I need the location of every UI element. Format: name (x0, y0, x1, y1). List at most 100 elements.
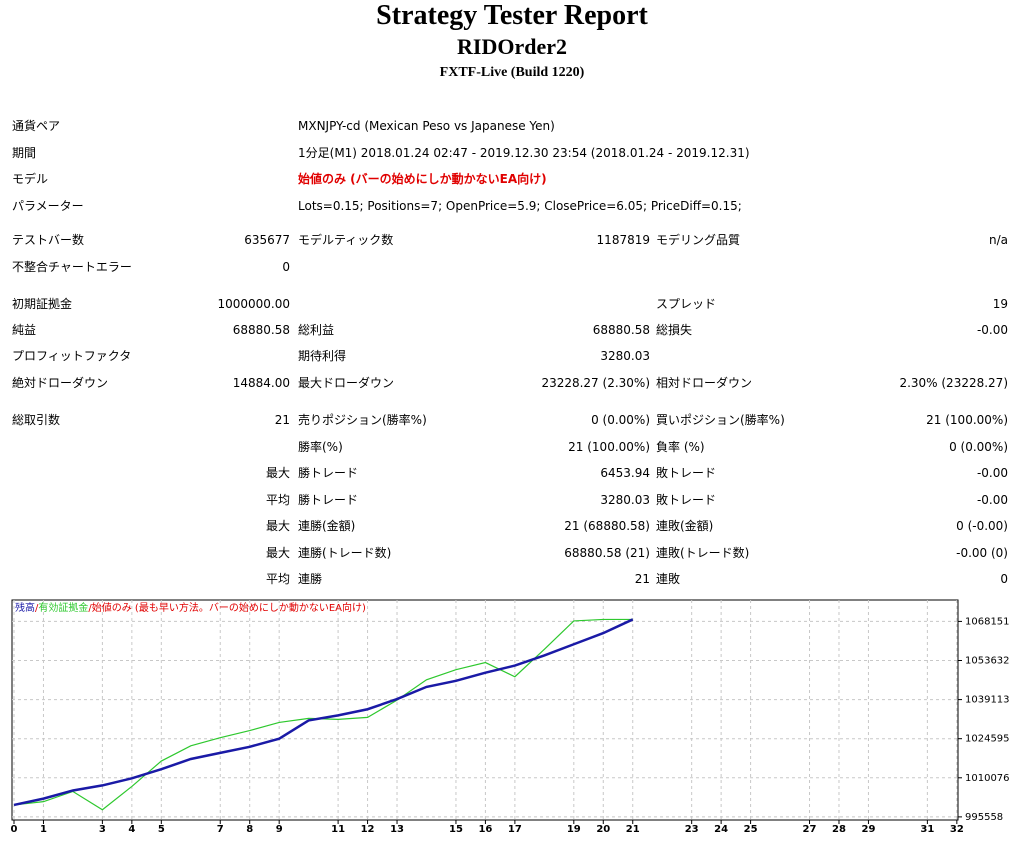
y-tick-label: 1024595 (965, 734, 1010, 745)
stat-value: 1187819 (596, 233, 650, 247)
stat-value: 21 (68880.58) (564, 519, 650, 533)
stat-value: 21 (274, 413, 290, 427)
x-tick-label: 11 (331, 824, 345, 835)
legend-item: / (88, 603, 92, 614)
x-tick-label: 7 (217, 824, 224, 835)
stat-label: 連敗 (656, 572, 681, 586)
stat-label: 期待利得 (298, 349, 347, 363)
stat-label: テストバー数 (12, 233, 85, 247)
stat-label: プロフィットファクタ (12, 349, 132, 363)
stat-value: -0.00 (976, 323, 1008, 337)
x-tick-label: 20 (596, 824, 610, 835)
x-tick-label: 19 (567, 824, 581, 835)
y-tick-label: 1010076 (965, 773, 1010, 784)
x-tick-label: 25 (744, 824, 758, 835)
stat-label: 不整合チャートエラー (12, 260, 132, 274)
x-tick-label: 1 (40, 824, 47, 835)
x-tick-label: 16 (478, 824, 492, 835)
stat-value: 6453.94 (600, 466, 650, 480)
y-tick-label: 995558 (965, 812, 1003, 823)
stat-value: 23228.27 (2.30%) (541, 376, 650, 390)
x-tick-label: 32 (950, 824, 964, 835)
stat-value: 68880.58 (21) (564, 546, 650, 560)
stat-value: 0 (-0.00) (956, 519, 1008, 533)
stat-value: 平均 (265, 493, 290, 507)
stat-label: 純益 (12, 323, 37, 337)
series-line (13, 618, 634, 807)
stat-label: 相対ドローダウン (656, 376, 753, 390)
stat-label: 総取引数 (12, 413, 61, 427)
x-tick-label: 21 (626, 824, 640, 835)
stat-value: 0 (1000, 572, 1008, 586)
x-tick-label: 13 (390, 824, 404, 835)
x-tick-label: 4 (128, 824, 135, 835)
stat-label: スプレッド (656, 297, 717, 311)
x-tick-label: 15 (449, 824, 463, 835)
stat-label: 連勝 (298, 572, 323, 586)
stat-label: 勝トレード (298, 493, 359, 507)
stat-label: 勝トレード (298, 466, 359, 480)
stat-value: -0.00 (0) (956, 546, 1008, 560)
report-server: FXTF-Live (Build 1220) (439, 65, 585, 80)
info-value: Lots=0.15; Positions=7; OpenPrice=5.9; C… (298, 199, 742, 213)
stat-value: 1000000.00 (217, 297, 290, 311)
stat-label: 負率 (%) (656, 440, 705, 454)
stat-label: 初期証拠金 (12, 297, 73, 311)
stat-value: 0 (282, 260, 290, 274)
stat-label: 総損失 (656, 323, 693, 337)
x-tick-label: 23 (685, 824, 699, 835)
stat-value: 21 (100.00%) (926, 413, 1008, 427)
x-tick-label: 8 (246, 824, 253, 835)
info-label: パラメーター (12, 199, 84, 213)
x-tick-label: 31 (920, 824, 934, 835)
stat-label: 敗トレード (656, 493, 717, 507)
x-tick-label: 27 (803, 824, 817, 835)
legend-item: 残高 (15, 601, 35, 614)
stat-value: 平均 (265, 572, 290, 586)
info-value: 1分足(M1) 2018.01.24 02:47 - 2019.12.30 23… (298, 146, 750, 160)
x-tick-label: 5 (158, 824, 165, 835)
stat-value: 最大 (265, 519, 290, 533)
stat-value: -0.00 (976, 466, 1008, 480)
stat-value: 21 (100.00%) (568, 440, 650, 454)
x-tick-label: 12 (361, 824, 375, 835)
legend-item: 有効証拠金 (38, 601, 88, 614)
stat-label: 絶対ドローダウン (12, 376, 109, 390)
info-value: 始値のみ (バーの始めにしか動かないEA向け) (298, 172, 547, 186)
stat-label: モデリング品質 (656, 233, 741, 247)
x-tick-label: 0 (11, 824, 18, 835)
stat-label: 勝率(%) (298, 440, 343, 454)
report-name: RIDOrder2 (457, 34, 567, 59)
stat-label: モデルティック数 (298, 233, 394, 247)
stat-value: n/a (988, 233, 1008, 247)
info-label: 期間 (12, 146, 37, 160)
stat-value: 0 (0.00%) (591, 413, 650, 427)
legend: 残高/有効証拠金/始値のみ (最も早い方法。バーの始めにしか動かないEA向け) (15, 601, 366, 614)
info-label: モデル (12, 172, 49, 186)
stat-value: 68880.58 (232, 323, 290, 337)
stat-value: 3280.03 (600, 493, 650, 507)
stat-value: 635677 (244, 233, 290, 247)
stat-label: 売りポジション(勝率%) (298, 413, 427, 427)
y-tick-label: 1068151 (965, 616, 1010, 627)
stat-value: 68880.58 (592, 323, 650, 337)
stat-value: 最大 (265, 466, 290, 480)
stat-value: 2.30% (23228.27) (899, 376, 1008, 390)
stat-value: 14884.00 (232, 376, 290, 390)
legend-item: 始値のみ (最も早い方法。バーの始めにしか動かないEA向け) (92, 601, 366, 614)
stat-value: 3280.03 (600, 349, 650, 363)
x-tick-label: 9 (276, 824, 283, 835)
stat-value: 0 (0.00%) (949, 440, 1008, 454)
stat-label: 連勝(金額) (298, 519, 356, 533)
stat-label: 総利益 (298, 323, 335, 337)
y-tick-label: 1039113 (965, 695, 1010, 706)
stat-label: 連敗(トレード数) (656, 546, 750, 560)
legend-item: / (35, 603, 39, 614)
stat-label: 敗トレード (656, 466, 717, 480)
stat-value: 19 (992, 297, 1008, 311)
x-tick-label: 28 (832, 824, 846, 835)
x-tick-label: 3 (99, 824, 106, 835)
info-label: 通貨ペア (12, 119, 61, 133)
